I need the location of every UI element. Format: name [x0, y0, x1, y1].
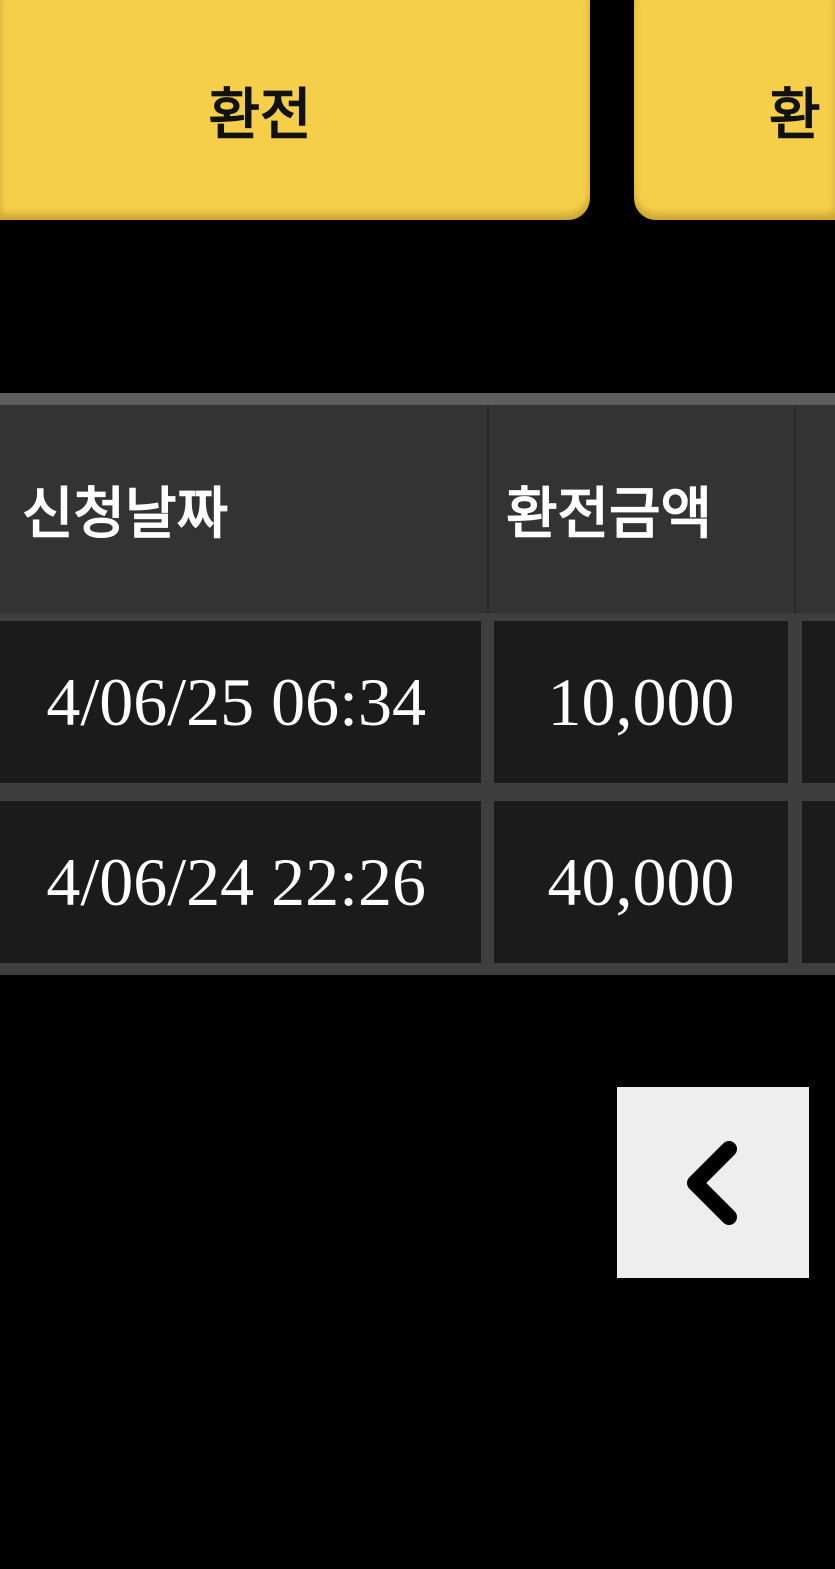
cell-amount: 40,000 — [494, 801, 788, 963]
header-amount: 환전금액 — [506, 481, 713, 547]
cell-more — [802, 801, 835, 963]
exchange-button-label: 환전 — [208, 82, 312, 148]
cell-date: 4/06/24 22:26 — [0, 801, 481, 963]
cell-more — [802, 621, 835, 783]
column-divider — [794, 405, 796, 613]
table-row: 4/06/25 06:34 10,000 — [0, 613, 835, 793]
prev-page-button[interactable] — [617, 1087, 809, 1278]
table-header: 신청날짜 환전금액 — [0, 393, 835, 613]
chevron-left-icon — [687, 1140, 737, 1225]
exchange-button[interactable]: 환전 — [0, 0, 590, 220]
column-divider — [487, 405, 489, 613]
exchange-history-button-label: 환 — [769, 82, 821, 148]
table-row: 4/06/24 22:26 40,000 — [0, 793, 835, 975]
header-date: 신청날짜 — [22, 481, 229, 547]
cell-date: 4/06/25 06:34 — [0, 621, 481, 783]
cell-amount: 10,000 — [494, 621, 788, 783]
exchange-history-button[interactable]: 환 — [634, 0, 835, 220]
